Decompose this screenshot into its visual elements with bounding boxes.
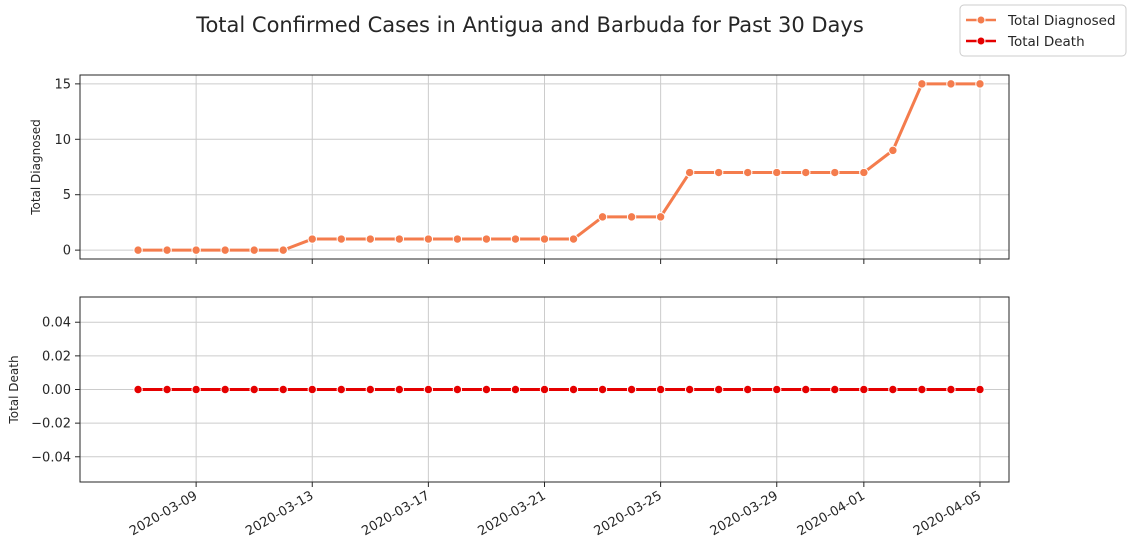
data-point: [191, 384, 201, 395]
y-tick-label: 10: [54, 133, 71, 148]
y-axis-label: Total Death: [7, 355, 21, 424]
data-point: [365, 384, 376, 395]
data-point: [859, 384, 869, 395]
plot-frame: [79, 296, 1010, 483]
data-point: [772, 167, 782, 178]
data-point: [626, 212, 637, 222]
data-point: [713, 384, 724, 395]
legend-marker-diagnosed: [976, 15, 986, 25]
data-point: [888, 145, 898, 156]
y-tick-label: −0.04: [31, 450, 71, 465]
x-tick-label: 2020-03-21: [476, 488, 549, 539]
data-point: [365, 234, 376, 244]
x-tick-label: 2020-04-05: [911, 488, 984, 539]
y-tick-label: −0.02: [31, 417, 71, 432]
data-point: [336, 234, 346, 244]
data-point: [917, 384, 927, 395]
data-point: [394, 234, 405, 244]
x-tick-label: 2020-03-29: [708, 488, 781, 539]
series-line: [138, 82, 980, 252]
data-point: [336, 384, 346, 395]
data-point: [452, 234, 463, 244]
data-point: [859, 167, 869, 178]
y-tick-label: 15: [54, 77, 71, 92]
data-point: [510, 234, 521, 244]
x-tick-label: 2020-03-09: [127, 488, 200, 539]
data-point: [801, 167, 811, 178]
data-point: [830, 167, 840, 178]
data-point: [394, 384, 405, 395]
data-point: [684, 384, 695, 395]
panel-total-diagnosed: 0 5 10 15 Total Diagnosed: [29, 74, 1010, 264]
data-point: [946, 384, 956, 395]
data-point: [626, 384, 637, 395]
data-point: [423, 384, 434, 395]
data-point: [133, 384, 143, 395]
data-point: [684, 167, 695, 178]
data-point: [423, 234, 434, 244]
y-tick-label: 0.04: [42, 316, 71, 331]
data-point: [975, 384, 985, 395]
data-point: [481, 384, 492, 395]
data-point: [307, 384, 317, 395]
legend-label-death: Total Death: [1007, 34, 1085, 50]
y-tick-label: 5: [63, 188, 71, 203]
y-axis-label: Total Diagnosed: [29, 119, 43, 216]
data-point: [162, 245, 172, 255]
data-point: [772, 384, 782, 395]
data-point: [539, 234, 550, 244]
data-point: [481, 234, 492, 244]
data-point: [801, 384, 811, 395]
data-point: [743, 167, 753, 178]
data-point: [452, 384, 463, 395]
data-point: [191, 245, 201, 255]
data-point: [568, 234, 579, 244]
legend-box: [959, 4, 1127, 57]
data-point: [278, 245, 288, 255]
data-point: [655, 384, 666, 395]
data-point: [220, 245, 230, 255]
data-point: [888, 384, 898, 395]
data-point: [249, 384, 259, 395]
x-tick-label: 2020-03-25: [592, 488, 665, 539]
data-point: [278, 384, 288, 395]
data-point: [307, 234, 317, 244]
data-point: [655, 212, 666, 222]
chart-title: Total Confirmed Cases in Antigua and Bar…: [195, 13, 864, 37]
x-axis: 2020-03-09 2020-03-13 2020-03-17 2020-03-21…: [127, 488, 984, 539]
panel-total-death: −0.04 −0.02 0.00 0.02 0.04 Total Death: [7, 296, 1010, 487]
legend-label-diagnosed: Total Diagnosed: [1007, 13, 1116, 29]
legend-marker-death: [976, 36, 986, 46]
data-point: [539, 384, 550, 395]
data-point: [162, 384, 172, 395]
data-point: [220, 384, 230, 395]
data-point: [917, 79, 927, 89]
data-point: [568, 384, 579, 395]
y-tick-label: 0: [63, 244, 71, 259]
data-point: [133, 245, 143, 255]
data-point: [510, 384, 521, 395]
x-tick-label: 2020-03-17: [359, 488, 432, 539]
legend: Total Diagnosed Total Death: [959, 4, 1127, 57]
plot-frame: [79, 74, 1010, 260]
y-tick-label: 0.00: [42, 383, 71, 398]
data-point: [597, 384, 608, 395]
data-point: [743, 384, 753, 395]
data-point: [975, 79, 985, 89]
x-tick-label: 2020-03-13: [243, 488, 316, 539]
data-point: [713, 167, 724, 178]
data-point: [946, 79, 956, 89]
y-tick-label: 0.02: [42, 349, 71, 364]
data-point: [249, 245, 259, 255]
data-point: [597, 212, 608, 222]
data-point: [830, 384, 840, 395]
x-tick-label: 2020-04-01: [795, 488, 868, 539]
